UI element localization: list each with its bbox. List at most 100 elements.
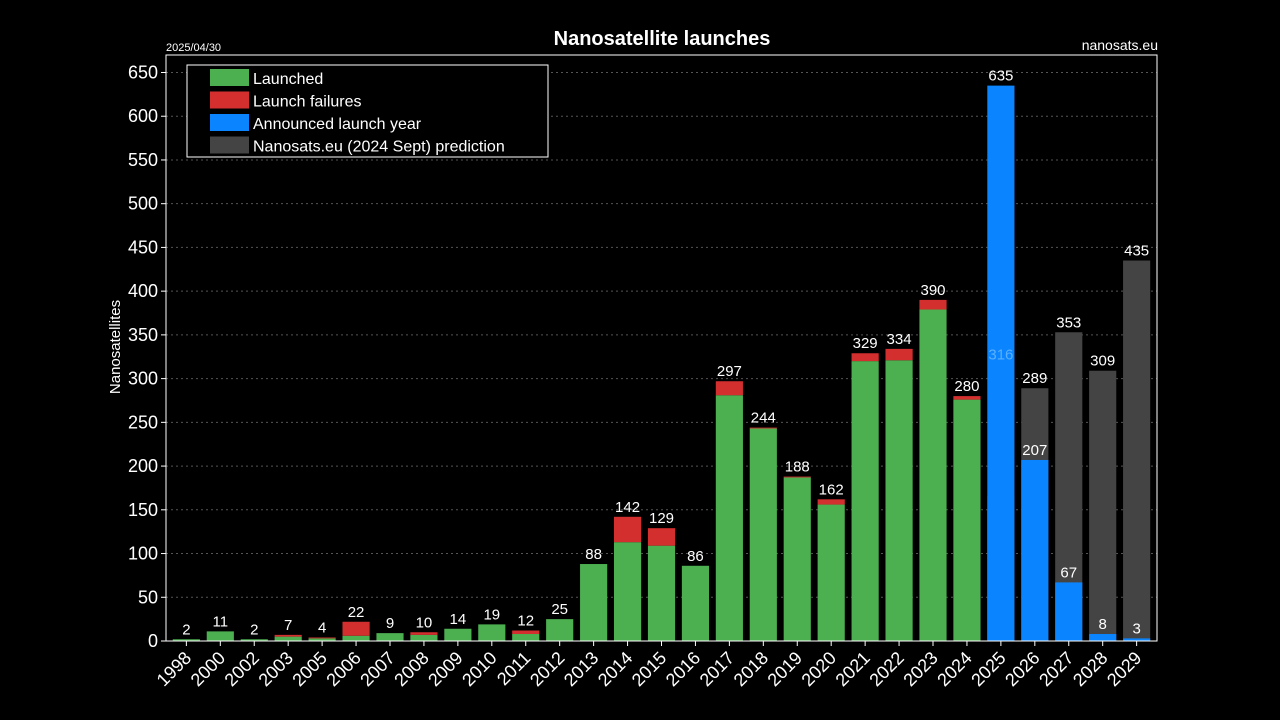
- total-label-2005: 4: [318, 620, 326, 637]
- bar-launched-2017: [715, 395, 743, 641]
- legend-label: Launch failures: [253, 94, 362, 111]
- total-label-2011: 12: [517, 613, 534, 630]
- legend-swatch: [210, 114, 249, 131]
- bar-launched-2007: [376, 633, 404, 641]
- x-tick-label: 2026: [1001, 648, 1043, 690]
- bar-announced-launch-year-2025: [987, 85, 1015, 641]
- y-tick-label: 300: [128, 369, 158, 389]
- legend-swatch: [210, 69, 249, 86]
- legend-swatch: [210, 136, 249, 154]
- total-label-2014: 142: [615, 499, 640, 516]
- total-label-2020: 162: [819, 481, 844, 498]
- x-tick-label: 2022: [865, 648, 907, 690]
- x-tick-label: 2006: [322, 648, 364, 690]
- total-label-2025: 635: [988, 68, 1013, 85]
- bar-nanosats-eu-2024-sept-prediction-2028: [1089, 370, 1117, 641]
- y-tick-label: 400: [128, 281, 158, 301]
- total-label-2019: 188: [785, 459, 810, 476]
- x-tick-label: 2025: [967, 648, 1009, 690]
- x-tick-label: 2023: [899, 648, 941, 690]
- total-label-2007: 9: [386, 615, 394, 632]
- y-tick-label: 200: [128, 456, 158, 476]
- total-label-2028: 309: [1090, 353, 1115, 370]
- y-tick-label: 0: [148, 631, 158, 651]
- bar-launch-failures-2017: [715, 381, 743, 396]
- x-tick-label: 2003: [255, 648, 297, 690]
- total-label-2000: 11: [213, 613, 229, 630]
- bar-launch-failures-2021: [851, 353, 879, 362]
- x-tick-label: 2002: [221, 648, 263, 690]
- bar-launch-failures-2014: [613, 516, 642, 543]
- total-label-2022: 334: [887, 331, 912, 348]
- x-tick-label: 2019: [764, 648, 806, 690]
- total-label-2018: 244: [751, 410, 776, 427]
- y-tick-label: 50: [138, 587, 158, 607]
- total-label-2002: 2: [250, 621, 258, 638]
- bar-launch-failures-2005: [308, 637, 336, 639]
- legend-label: Nanosats.eu (2024 Sept) prediction: [253, 139, 505, 156]
- total-label-2017: 297: [717, 363, 742, 380]
- data-labels: 2 11 2 7 4 22 9 10 14 19 12 25 88 142 129 86 297 244 188 16…: [182, 68, 1149, 639]
- bar-launch-failures-2019: [783, 476, 811, 478]
- bar-announced-launch-year-2029: [1123, 638, 1151, 641]
- bar-launched-2014: [613, 542, 642, 641]
- y-tick-label: 350: [128, 325, 158, 345]
- y-tick-label: 650: [128, 62, 158, 82]
- bar-launched-2000: [206, 631, 234, 641]
- bar-launched-1998: [172, 639, 200, 641]
- x-tick-label: 2028: [1069, 648, 1111, 690]
- bar-launched-2016: [681, 565, 710, 641]
- x-tick-label: 2007: [356, 648, 398, 690]
- bar-launch-failures-2003: [274, 634, 302, 637]
- bar-launched-2019: [783, 477, 811, 641]
- total-label-2016: 86: [687, 548, 704, 565]
- legend-label: Announced launch year: [253, 116, 422, 133]
- total-label-2021: 329: [853, 335, 878, 352]
- bar-launched-2009: [444, 628, 472, 641]
- bar-nanosats-eu-2024-sept-prediction-2029: [1123, 260, 1151, 641]
- y-tick-label: 550: [128, 150, 158, 170]
- bar-launch-failures-2020: [817, 499, 845, 505]
- inner-label-2026: 207: [1022, 442, 1047, 459]
- x-tick-label: 1998: [153, 648, 195, 690]
- bar-launched-2002: [240, 639, 268, 641]
- bar-launch-failures-2015: [647, 528, 676, 546]
- bar-launch-failures-2024: [953, 396, 981, 400]
- x-tick-label: 2018: [730, 648, 772, 690]
- bar-launched-2021: [851, 361, 879, 641]
- bar-launched-2010: [478, 624, 506, 641]
- bar-launched-2023: [919, 309, 947, 641]
- bar-launch-failures-2023: [919, 299, 947, 310]
- bar-launch-failures-2008: [410, 632, 438, 635]
- y-tick-label: 450: [128, 237, 158, 257]
- total-label-2010: 19: [483, 606, 500, 623]
- inner-label-2025: 316: [988, 347, 1013, 364]
- x-tick-label: 2012: [526, 648, 568, 690]
- total-label-2003: 7: [284, 617, 292, 634]
- total-label-2029: 435: [1124, 243, 1149, 260]
- x-tick-label: 2020: [798, 648, 840, 690]
- x-tick-label: 2015: [628, 648, 670, 690]
- y-tick-label: 600: [128, 106, 158, 126]
- x-tick-label: 2008: [390, 648, 432, 690]
- x-tick-label: 2010: [458, 648, 500, 690]
- date-stamp: 2025/04/30: [166, 42, 221, 54]
- total-label-2009: 14: [450, 611, 467, 628]
- bar-launched-2012: [546, 619, 574, 641]
- total-label-2027: 353: [1056, 314, 1081, 331]
- x-tick-label: 2009: [424, 648, 466, 690]
- bar-announced-launch-year-2027: [1055, 582, 1083, 641]
- x-tick-label: 2005: [288, 648, 330, 690]
- total-label-2012: 25: [551, 601, 568, 618]
- x-tick-label: 2014: [594, 648, 636, 690]
- x-tick-label: 2017: [696, 648, 738, 690]
- total-label-1998: 2: [182, 621, 190, 638]
- x-tick-label: 2000: [187, 648, 229, 690]
- bar-launched-2006: [342, 635, 370, 641]
- x-tick-label: 2021: [831, 648, 873, 690]
- bar-launched-2024: [953, 399, 981, 641]
- bars: [172, 85, 1151, 641]
- bar-launched-2008: [410, 634, 438, 641]
- legend: Launched Launch failures Announced launch …: [186, 64, 549, 158]
